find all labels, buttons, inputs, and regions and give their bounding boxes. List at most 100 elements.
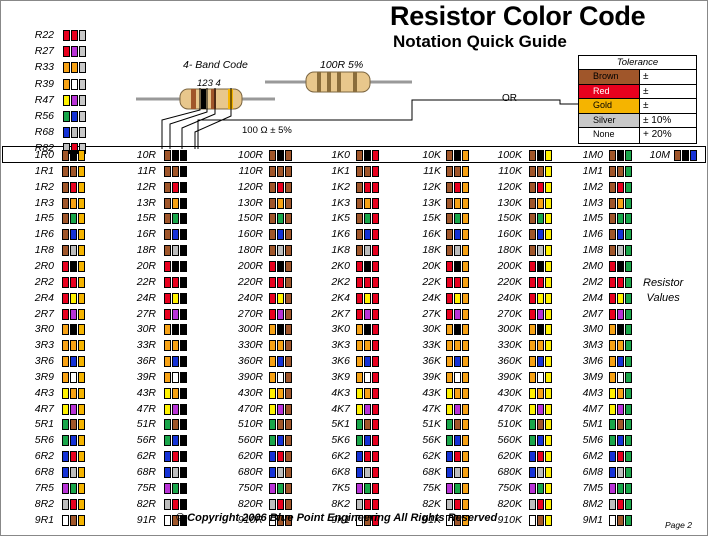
color-band	[269, 498, 276, 510]
color-band	[462, 435, 469, 447]
color-band	[446, 356, 453, 368]
value-label: 62R	[136, 450, 156, 463]
color-band	[269, 467, 276, 478]
color-band	[164, 165, 171, 177]
value-label: 510R	[237, 418, 263, 431]
color-band	[63, 94, 70, 106]
color-band	[609, 165, 616, 177]
color-band	[372, 213, 379, 225]
color-band	[78, 514, 85, 526]
color-band	[356, 197, 363, 209]
color-band	[446, 245, 453, 257]
color-band	[545, 150, 552, 161]
color-band	[454, 371, 461, 383]
tolerance-heading: Tolerance	[579, 56, 696, 70]
color-band	[285, 276, 292, 288]
color-band	[372, 387, 379, 399]
color-band	[617, 276, 624, 288]
value-swatch	[356, 467, 380, 478]
value-swatch	[529, 150, 553, 161]
value-swatch	[446, 197, 470, 209]
value-swatch	[446, 451, 470, 463]
color-band	[180, 229, 187, 241]
color-band	[180, 482, 187, 494]
color-band	[180, 150, 187, 161]
color-band	[356, 482, 363, 494]
color-band	[78, 197, 85, 209]
value-swatch	[356, 371, 380, 383]
color-band	[164, 229, 171, 241]
color-band	[277, 403, 284, 415]
color-band	[617, 229, 624, 241]
color-band	[609, 451, 616, 463]
value-label: 1M6	[582, 228, 603, 241]
color-band	[617, 356, 624, 368]
color-band	[78, 292, 85, 304]
color-band	[78, 371, 85, 383]
color-band	[78, 482, 85, 494]
value-swatch	[164, 245, 188, 257]
value-swatch	[269, 514, 293, 526]
color-band	[537, 371, 544, 383]
value-label: 910R	[237, 513, 263, 526]
color-band	[277, 213, 284, 225]
or-label: OR	[502, 93, 517, 104]
color-band	[454, 165, 461, 177]
value-label: 9M1	[582, 513, 603, 526]
value-label: 2K2	[331, 275, 350, 288]
color-band	[529, 229, 536, 241]
color-band	[285, 197, 292, 209]
color-band	[78, 340, 85, 352]
color-band	[269, 387, 276, 399]
color-band	[78, 467, 85, 478]
value-swatch	[164, 467, 188, 478]
color-band	[180, 403, 187, 415]
band-numbers: 123 4	[197, 78, 221, 89]
value-swatch	[164, 340, 188, 352]
value-swatch	[446, 260, 470, 272]
color-band	[446, 514, 453, 526]
color-band	[617, 324, 624, 336]
color-band	[164, 150, 171, 161]
value-swatch	[529, 451, 553, 463]
value-swatch	[529, 213, 553, 225]
value-label: 2K7	[331, 307, 350, 320]
color-band	[364, 260, 371, 272]
color-band	[617, 260, 624, 272]
color-band	[285, 403, 292, 415]
color-band	[63, 30, 70, 41]
value-swatch	[356, 403, 380, 415]
color-band	[446, 371, 453, 383]
color-band	[164, 435, 171, 447]
color-band	[625, 419, 632, 431]
color-band	[462, 514, 469, 526]
color-band	[690, 150, 697, 161]
value-swatch	[62, 371, 86, 383]
color-band	[617, 435, 624, 447]
color-band	[454, 150, 461, 161]
value-label: 820R	[237, 497, 263, 510]
value-swatch	[62, 451, 86, 463]
value-swatch	[269, 260, 293, 272]
color-band	[70, 451, 77, 463]
value-label: 3K6	[331, 355, 350, 368]
value-swatch	[609, 371, 633, 383]
color-band	[172, 435, 179, 447]
color-band	[285, 435, 292, 447]
value-label: 68R	[136, 466, 156, 478]
tolerance-row: Gold ±	[579, 99, 696, 114]
color-band	[62, 387, 69, 399]
value-label: 300R	[237, 323, 263, 336]
color-band	[164, 340, 171, 352]
color-band	[356, 419, 363, 431]
color-band	[71, 46, 78, 58]
tolerance-color-cell: Red	[579, 84, 640, 98]
value-swatch	[164, 514, 188, 526]
value-swatch	[609, 292, 633, 304]
value-label: 47R	[136, 402, 156, 415]
value-label: 1R6	[34, 228, 54, 241]
color-band	[78, 181, 85, 193]
color-band	[356, 451, 363, 463]
color-band	[277, 419, 284, 431]
color-band	[62, 276, 69, 288]
